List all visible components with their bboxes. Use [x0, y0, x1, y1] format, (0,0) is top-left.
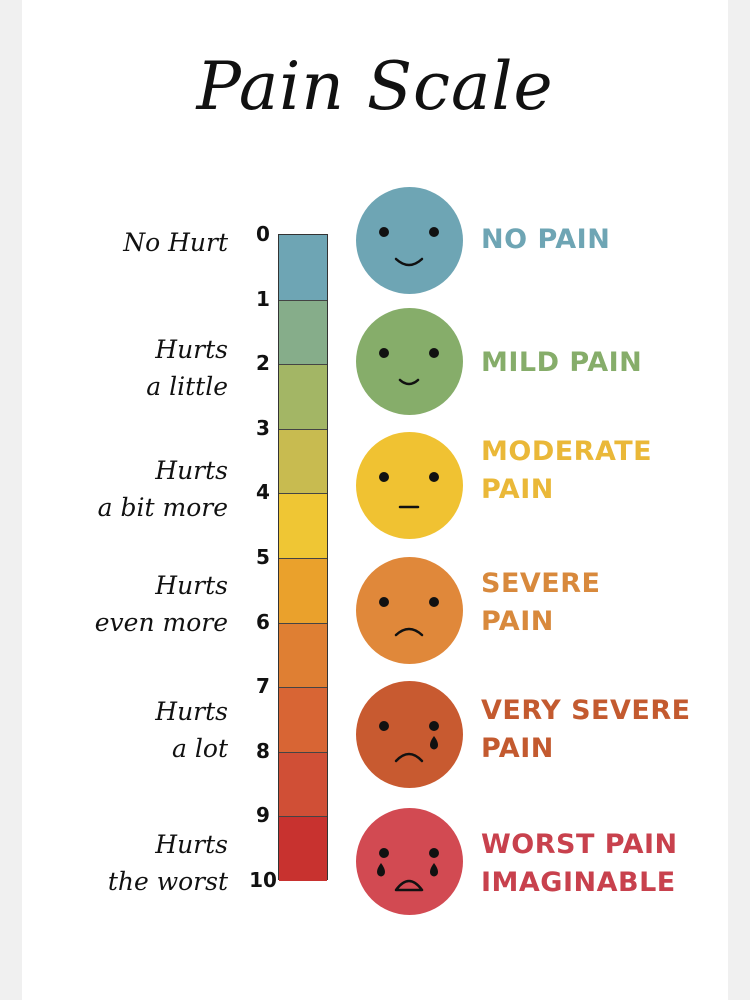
pain-face-icon	[356, 432, 463, 539]
bar-segment	[279, 558, 327, 624]
descriptor-line-1: Hurts	[155, 830, 228, 859]
scale-number: 2	[256, 351, 270, 376]
scale-number: 0	[256, 222, 270, 246]
pain-label-line-2: PAIN	[481, 733, 554, 764]
bar-segment	[279, 364, 327, 430]
pain-label-line-1: SEVERE	[481, 568, 601, 599]
pain-face-icon	[356, 808, 463, 915]
pain-label-line-2: PAIN	[481, 474, 554, 505]
bar-segment	[279, 493, 327, 559]
bar-segment	[279, 299, 327, 365]
pain-label-line-1: MILD PAIN	[481, 347, 643, 378]
descriptor-line-1: Hurts	[155, 335, 228, 364]
pain-face-icon	[356, 308, 463, 415]
scale-number: 8	[256, 738, 270, 763]
descriptor-line-2: a lot	[172, 734, 228, 763]
pain-face-icon	[356, 557, 463, 664]
bar-segment	[279, 816, 327, 882]
pain-level-label: WORST PAIN IMAGINABLE	[481, 826, 721, 902]
pain-face-icon	[356, 187, 463, 294]
pain-label-line-1: MODERATE	[481, 436, 653, 467]
pain-level-label: MODERATE PAIN	[481, 433, 721, 509]
bar-segment	[279, 622, 327, 688]
pain-level-label: NO PAIN	[481, 221, 721, 259]
pain-face-icon	[356, 681, 463, 788]
pain-descriptor: Hurts even more	[28, 567, 228, 641]
bar-segment	[279, 235, 327, 301]
pain-label-line-2: PAIN	[481, 606, 554, 637]
descriptor-line-1: Hurts	[155, 697, 228, 726]
descriptor-line-2: a little	[146, 372, 228, 401]
pain-label-line-2: IMAGINABLE	[481, 867, 676, 898]
page-title: Pain Scale	[196, 48, 554, 125]
bar-segment	[279, 687, 327, 753]
pain-descriptor: Hurts a lot	[28, 693, 228, 767]
pain-descriptor: Hurts the worst	[28, 826, 228, 900]
pain-level-label: MILD PAIN	[481, 344, 721, 382]
descriptor-line-1: Hurts	[155, 456, 228, 485]
pain-label-line-1: WORST PAIN	[481, 829, 678, 860]
pain-descriptor: Hurts a bit more	[28, 452, 228, 526]
pain-color-bar	[278, 234, 328, 882]
bar-segment	[279, 751, 327, 817]
descriptor-line-2: the worst	[107, 867, 228, 896]
pain-label-line-1: NO PAIN	[481, 224, 611, 255]
descriptor-line-1: Hurts	[155, 571, 228, 600]
descriptor-line-1: No Hurt	[123, 228, 228, 257]
descriptor-line-2: even more	[94, 608, 228, 637]
pain-descriptor: No Hurt	[28, 224, 228, 261]
pain-label-line-1: VERY SEVERE	[481, 695, 691, 726]
scale-number: 6	[256, 609, 270, 634]
pain-level-label: VERY SEVERE PAIN	[481, 692, 721, 768]
bar-segment	[279, 428, 327, 494]
scale-number: 10	[249, 868, 277, 892]
scale-number: 1	[256, 286, 270, 311]
descriptor-line-2: a bit more	[97, 493, 228, 522]
scale-number: 9	[256, 803, 270, 828]
scale-number: 4	[256, 480, 270, 505]
scale-number: 3	[256, 415, 270, 440]
pain-descriptor: Hurts a little	[28, 331, 228, 405]
scale-number: 7	[256, 674, 270, 699]
scale-number: 5	[256, 545, 270, 569]
pain-level-label: SEVERE PAIN	[481, 565, 721, 641]
